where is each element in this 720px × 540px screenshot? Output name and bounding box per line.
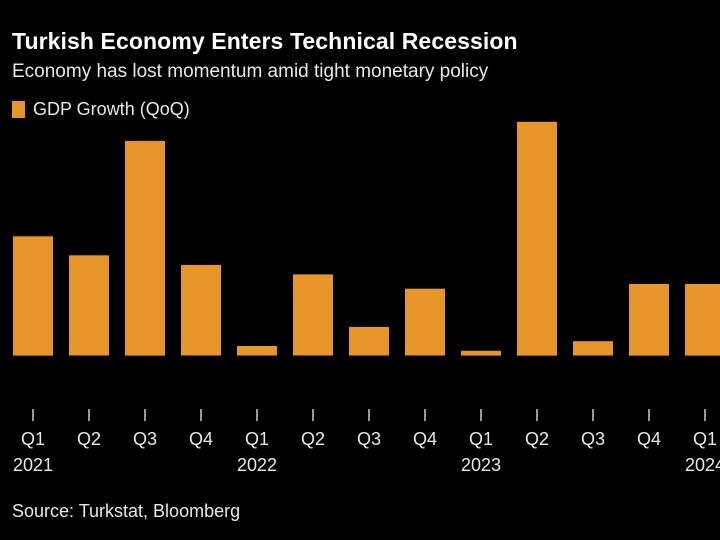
- bar-q3-2023: [573, 341, 613, 356]
- x-tick-label: Q2: [301, 429, 325, 449]
- bar-q1-2024: [685, 284, 720, 356]
- legend-label: GDP Growth (QoQ): [33, 99, 190, 119]
- legend-swatch: [12, 101, 25, 118]
- bar-q4-2022: [405, 288, 445, 356]
- x-tick-label: Q3: [133, 429, 157, 449]
- bar-q4-2023: [629, 284, 669, 356]
- x-tick-year-label: 2021: [13, 455, 53, 475]
- x-tick-year-label: 2022: [237, 455, 277, 475]
- x-tick-label: Q1: [21, 429, 45, 449]
- bar-q3-2022: [349, 326, 389, 356]
- chart-subtitle: Economy has lost momentum amid tight mon…: [12, 61, 489, 82]
- x-tick-label: Q3: [357, 429, 381, 449]
- x-tick-label: Q2: [525, 429, 549, 449]
- bar-q2-2022: [293, 274, 333, 356]
- x-tick-label: Q4: [189, 429, 213, 449]
- bar-q1-2022: [237, 346, 277, 356]
- x-tick-year-label: 2024: [685, 455, 720, 475]
- bar-q3-2021: [125, 140, 165, 356]
- bar-q4-2021: [181, 264, 221, 356]
- x-tick-label: Q4: [413, 429, 437, 449]
- source-note: Source: Turkstat, Bloomberg: [12, 501, 241, 521]
- x-tick-label: Q1: [469, 429, 493, 449]
- bar-q1-2021: [13, 236, 53, 356]
- bar-q2-2021: [69, 255, 109, 356]
- x-tick-label: Q2: [77, 429, 101, 449]
- x-tick-label: Q1: [693, 429, 717, 449]
- bar-q1-2023: [461, 350, 501, 356]
- x-tick-year-label: 2023: [461, 455, 501, 475]
- x-tick-label: Q1: [245, 429, 269, 449]
- x-tick-label: Q3: [581, 429, 605, 449]
- bar-q2-2023: [517, 121, 557, 356]
- chart-legend: GDP Growth (QoQ): [12, 99, 190, 120]
- x-tick-label: Q4: [637, 429, 661, 449]
- chart-title: Turkish Economy Enters Technical Recessi…: [12, 28, 518, 54]
- bar-chart: Q1 2021 Q2 Q3 Q4 Q1 2022 Q2 Q3 Q4 Q1 2023 Q2 Q3 Q4 Q1 20…: [13, 121, 720, 475]
